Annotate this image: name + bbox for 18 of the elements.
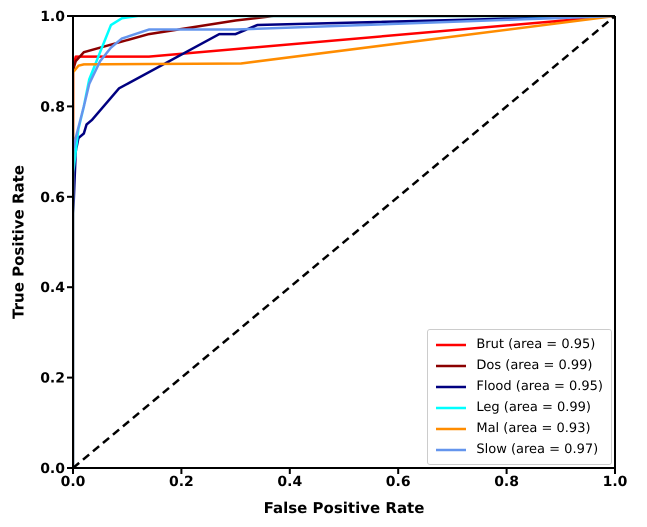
legend-label: Flood (area = 0.95) bbox=[476, 379, 603, 394]
y-tick-label: 0.8 bbox=[40, 99, 65, 116]
y-tick-label: 0.2 bbox=[40, 370, 65, 387]
x-tick-label: 0.6 bbox=[386, 474, 411, 490]
legend-label: Mal (area = 0.93) bbox=[476, 421, 591, 436]
x-tick-label: 0.8 bbox=[494, 474, 520, 490]
x-tick-label: 0.2 bbox=[168, 474, 194, 490]
y-tick-label: 0.4 bbox=[40, 280, 66, 296]
x-tick-label: 1.0 bbox=[602, 474, 628, 490]
x-tick-label: 0.4 bbox=[277, 474, 302, 490]
legend-label: Dos (area = 0.99) bbox=[476, 358, 592, 373]
x-axis-title: False Positive Rate bbox=[264, 499, 424, 517]
legend-label: Slow (area = 0.97) bbox=[476, 442, 598, 457]
y-tick-label: 0.6 bbox=[40, 190, 65, 206]
y-axis-title: True Positive Rate bbox=[9, 165, 28, 319]
y-tick-label: 1.0 bbox=[40, 8, 66, 25]
legend-label: Brut (area = 0.95) bbox=[476, 337, 596, 352]
legend-label: Leg (area = 0.99) bbox=[476, 400, 592, 415]
